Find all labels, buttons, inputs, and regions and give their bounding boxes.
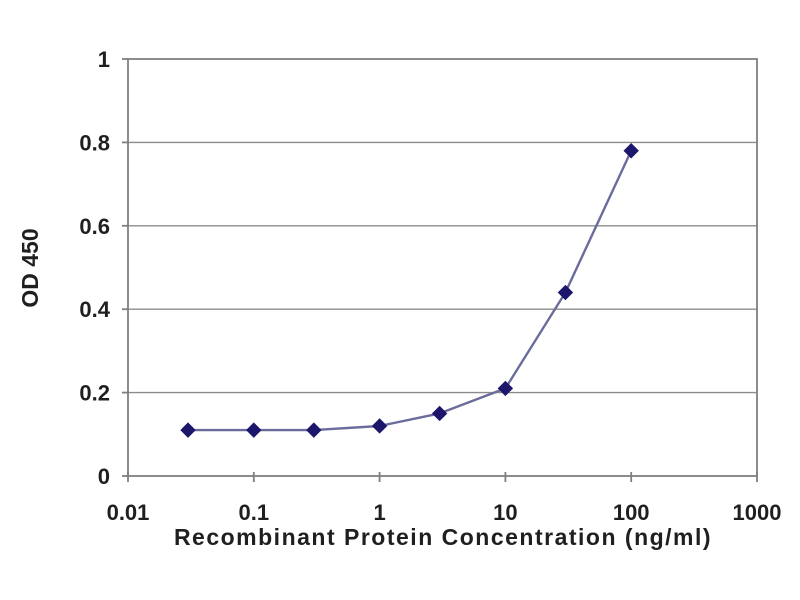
y-tick-label: 0.6 xyxy=(79,214,110,239)
data-point-marker xyxy=(306,422,322,438)
data-point-marker xyxy=(431,405,448,422)
data-point-marker xyxy=(557,284,574,301)
plot-border xyxy=(127,58,758,477)
x-tick-label: 10 xyxy=(493,500,517,525)
data-point-marker xyxy=(246,422,262,438)
plot-area xyxy=(128,59,757,476)
x-tick-label: 0.01 xyxy=(107,500,150,525)
data-point-marker xyxy=(497,380,514,397)
y-tick-label: 0.4 xyxy=(79,297,110,322)
y-axis-title: OD 450 xyxy=(17,228,43,307)
x-tick-label: 100 xyxy=(613,500,650,525)
x-tick-label: 0.1 xyxy=(239,500,270,525)
x-tick-label: 1000 xyxy=(733,500,782,525)
y-tick-label: 0 xyxy=(98,464,110,489)
data-point-marker xyxy=(623,143,639,159)
y-tick-label: 0.8 xyxy=(79,130,110,155)
y-tick-label: 1 xyxy=(98,47,110,72)
y-tick-label: 0.2 xyxy=(79,381,110,406)
x-tick-label: 1 xyxy=(373,500,385,525)
series-line xyxy=(188,150,633,432)
data-point-marker xyxy=(180,422,196,438)
data-point-marker xyxy=(371,418,388,434)
x-axis-title: Recombinant Protein Concentration (ng/ml… xyxy=(174,524,712,550)
